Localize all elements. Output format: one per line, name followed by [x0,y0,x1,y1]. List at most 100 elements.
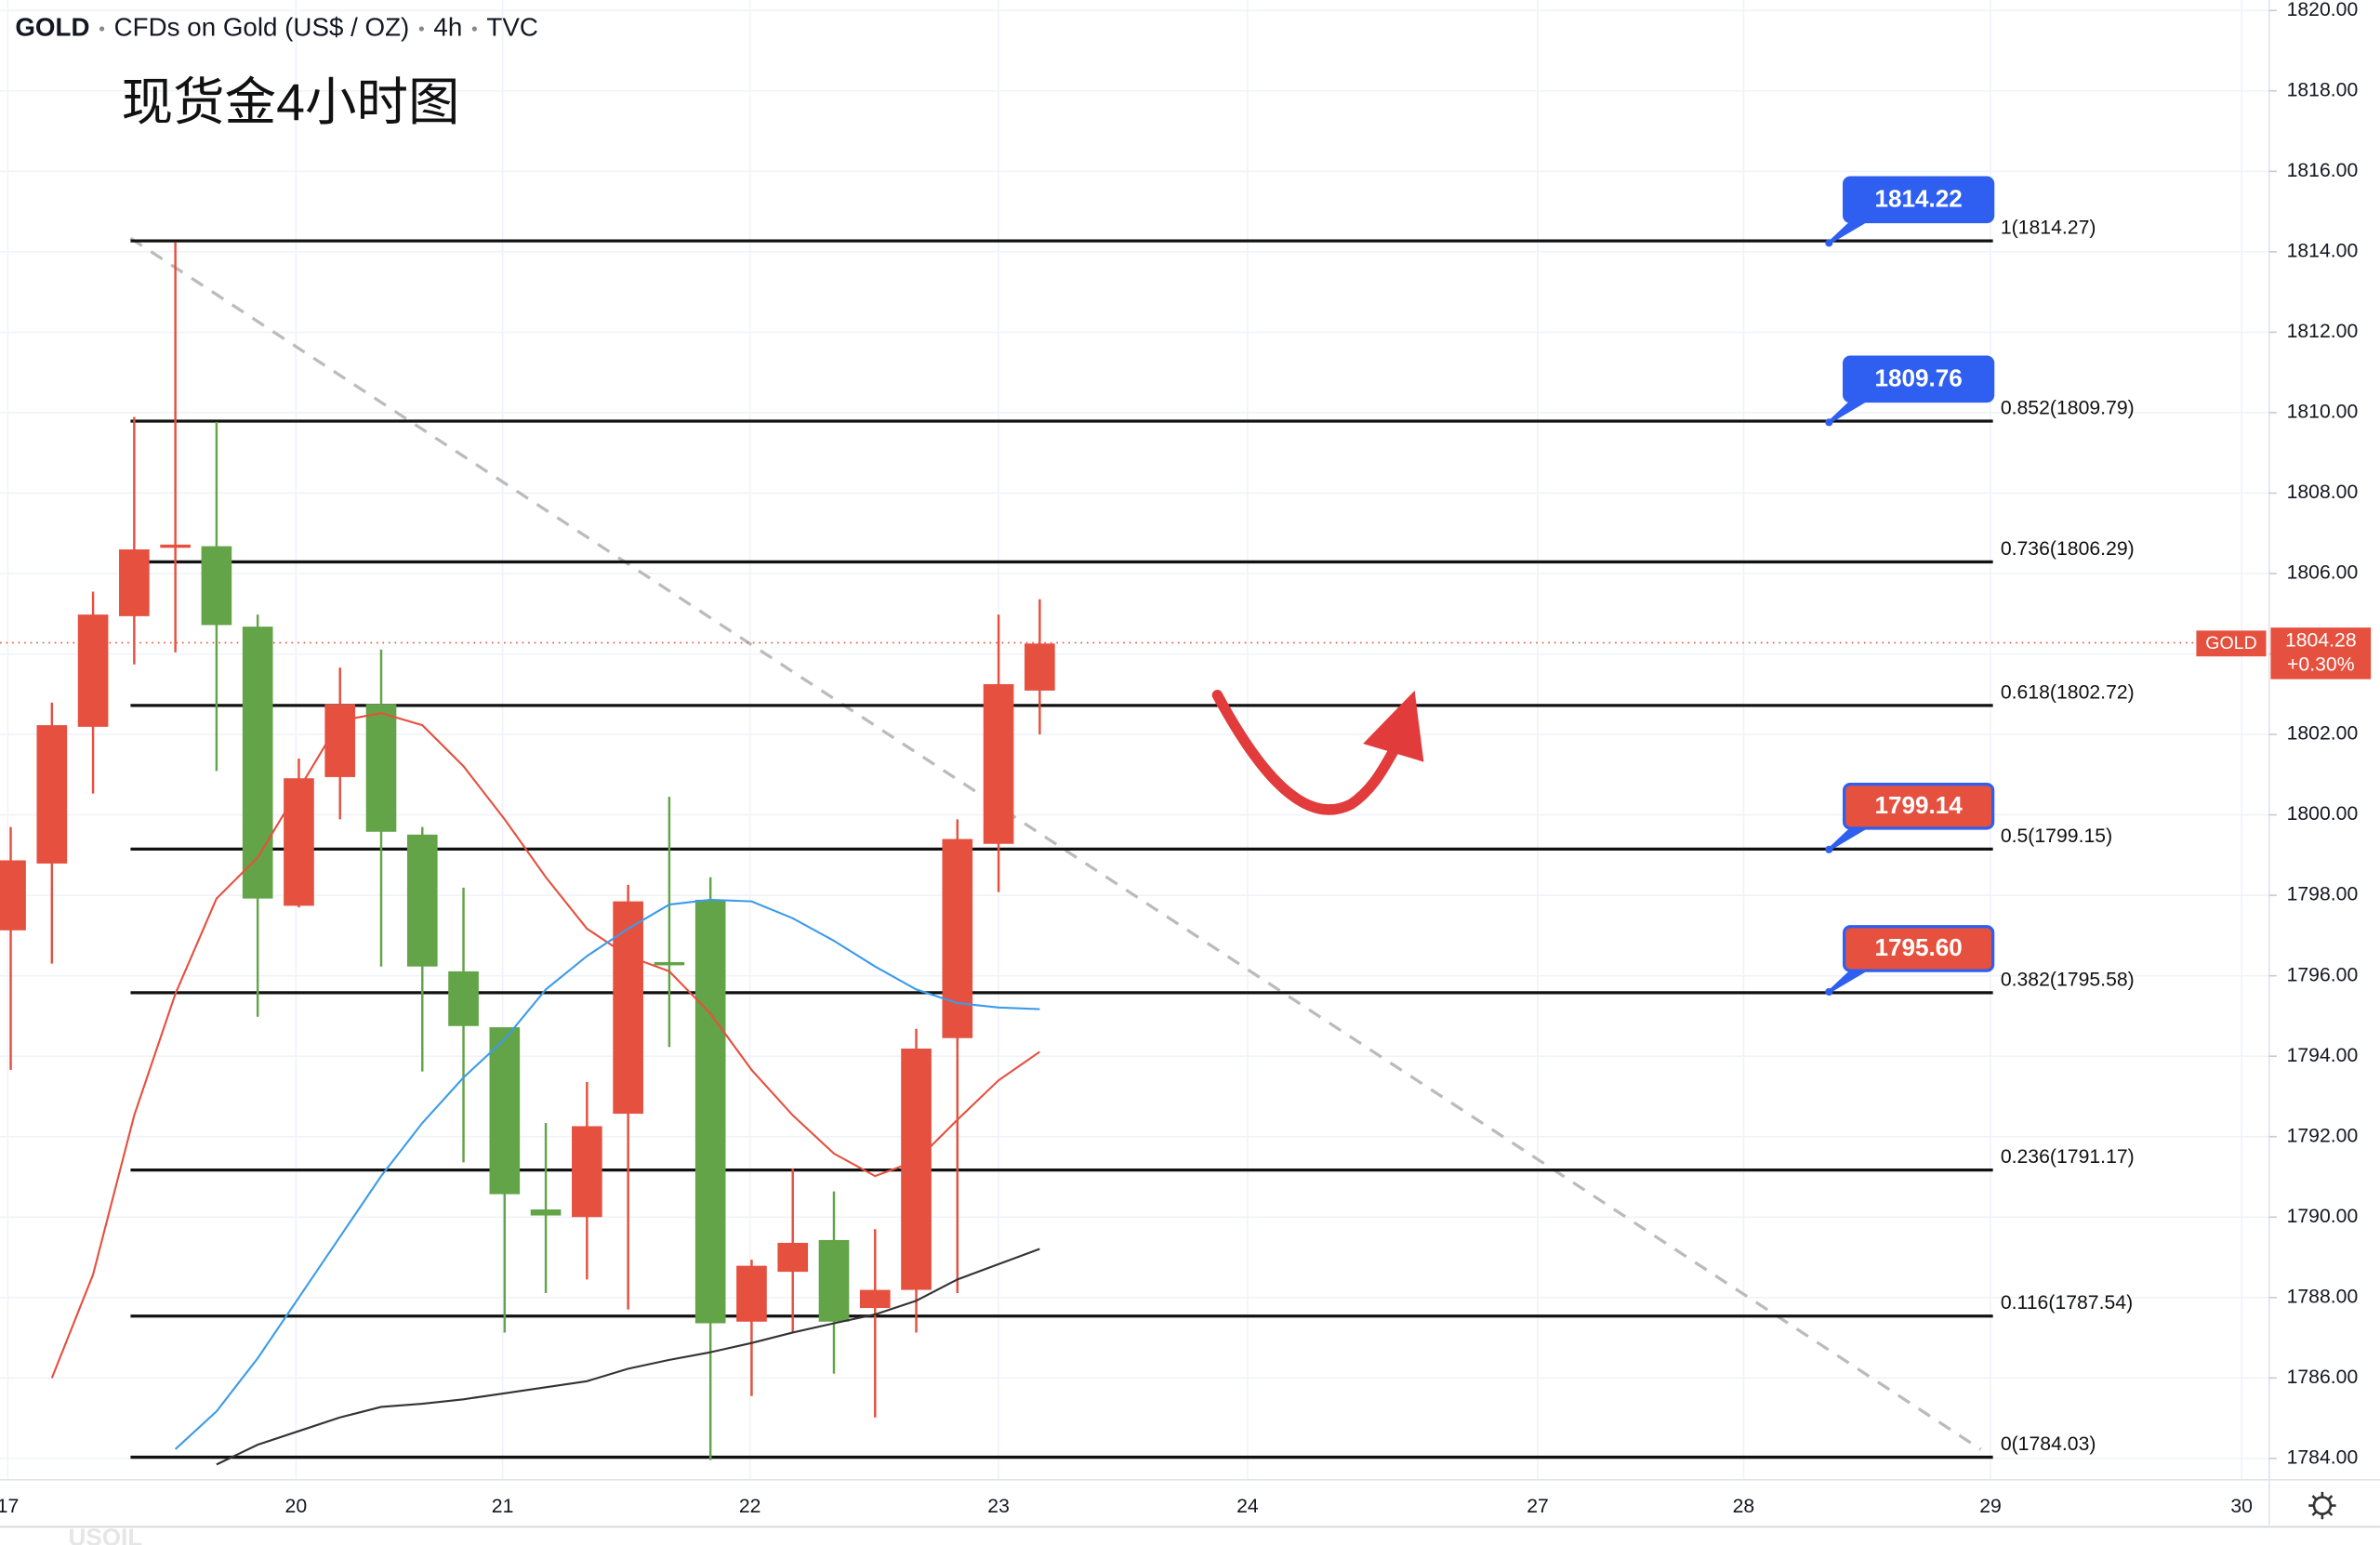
price-tag-box [1843,782,1995,830]
y-tick-label: 1808.00 [2287,482,2359,503]
candle-body [160,544,191,548]
candle-body [859,1289,891,1309]
fib-levels: 1(1814.27) 0.852(1809.79) 0.736(1806.29) 0.… [130,218,2135,1459]
arrow-head [1363,690,1424,762]
fib-label: 0.382(1795.58) [2001,969,2135,990]
price-tag: 1809.76 [1825,355,1995,427]
fib-label: 0.236(1791.17) [2001,1146,2135,1168]
price-tag-anchor [1825,987,1833,997]
y-tick-label: 1798.00 [2287,884,2359,905]
fib-label: 0(1784.03) [2001,1433,2096,1455]
x-tick-label: 24 [1236,1496,1259,1517]
candle-body [942,839,973,1038]
price-tag-anchor [1825,845,1833,853]
candle-body [736,1265,767,1322]
price-tag-label: 1809.76 [1874,363,1962,391]
price-tag-label: 1799.14 [1874,791,1963,819]
y-tick-label: 1812.00 [2287,321,2359,342]
y-tick-label: 1796.00 [2287,964,2359,985]
candle-body [1025,643,1055,691]
x-tick-label: 20 [285,1496,308,1517]
y-tick-label: 1786.00 [2287,1367,2359,1388]
candle-body [901,1048,932,1290]
y-tick-label: 1788.00 [2287,1286,2359,1307]
candle-body [489,1027,521,1195]
candle-body [777,1242,809,1273]
header-separator [471,26,477,32]
chart-title: 现货金4小时图 [122,73,460,131]
candle-body [694,899,726,1324]
moving-average [216,1248,1040,1466]
header-separator [99,26,105,32]
header-item: TVC [486,12,538,41]
candle-body [36,725,68,864]
x-tick-label: 23 [987,1496,1010,1517]
y-tick-label: 1814.00 [2287,240,2359,261]
y-tick-label: 1818.00 [2287,79,2359,100]
settings-icon[interactable] [2308,1491,2336,1520]
price-tag-label: 1795.60 [1874,933,1962,961]
header-item: CFDs on Gold (US$ / OZ) [114,12,410,41]
price-tag-label: 1814.22 [1874,185,1962,213]
candle-body [613,901,643,1115]
candle-body [365,704,397,832]
candle-body [119,549,150,616]
watermark: USOIL [68,1523,142,1545]
last-price-label: 1804.28 [2285,629,2357,651]
y-tick-label: 1794.00 [2287,1045,2359,1066]
candle-body [818,1239,850,1322]
price-tag: 1795.60 [1825,925,1995,997]
y-tick-label: 1790.00 [2287,1206,2359,1227]
fib-label: 0.852(1809.79) [2001,398,2135,419]
price-tags: 1814.22 1809.76 1799.14 1795.60 GOLD 1804.28 +… [1825,176,2372,997]
x-tick-label: 30 [2230,1496,2253,1517]
y-tick-label: 1806.00 [2287,562,2359,584]
symbol-tag: GOLD [2205,633,2256,654]
y-tick-label: 1816.00 [2287,160,2359,181]
x-tick-label: 21 [492,1496,514,1517]
candle-body [242,627,273,899]
plot [0,242,2269,1466]
last-price-box [2270,627,2372,680]
candle-body [448,971,479,1026]
last-price-change: +0.30% [2287,654,2355,676]
fib-label: 1(1814.27) [2001,218,2096,239]
x-tick-label: 27 [1527,1496,1549,1517]
x-tick-label: 29 [1979,1496,2002,1517]
candle-body [0,860,26,931]
header: GOLD CFDs on Gold (US$ / OZ) 4h TVC [15,12,538,41]
y-tick-label: 1802.00 [2287,723,2359,745]
candle-body [983,683,1014,844]
moving-average [50,712,1040,1379]
candle-body [201,546,232,626]
candle-body [406,834,438,967]
candle-body [77,614,109,727]
price-tag: 1814.22 [1825,176,1995,247]
candle-body [654,961,685,966]
y-tick-label: 1820.00 [2287,0,2359,20]
x-tick-label: 17 [0,1496,19,1517]
y-tick-label: 1784.00 [2287,1446,2359,1468]
y-tick-label: 1810.00 [2287,402,2359,423]
trend-line [129,236,1982,1451]
fib-label: 0.736(1806.29) [2001,538,2135,560]
candle-body [530,1209,562,1216]
price-tag-anchor [1825,418,1833,427]
symbol-tag-box [2196,630,2267,657]
price-tag-anchor [1825,239,1833,247]
header-item: 4h [433,12,462,41]
x-tick-label: 28 [1733,1496,1755,1517]
header-separator [418,26,424,32]
price-tag-box [1843,176,1995,224]
price-tag-box [1843,355,1995,403]
candle-body [284,778,314,906]
arrow-curve [1211,690,1399,815]
candle-body [324,704,356,777]
candle-body [572,1126,602,1218]
header-item: GOLD [15,12,89,41]
price-tag-box [1843,925,1995,972]
y-tick-label: 1800.00 [2287,803,2359,825]
y-tick-label: 1792.00 [2287,1125,2359,1146]
